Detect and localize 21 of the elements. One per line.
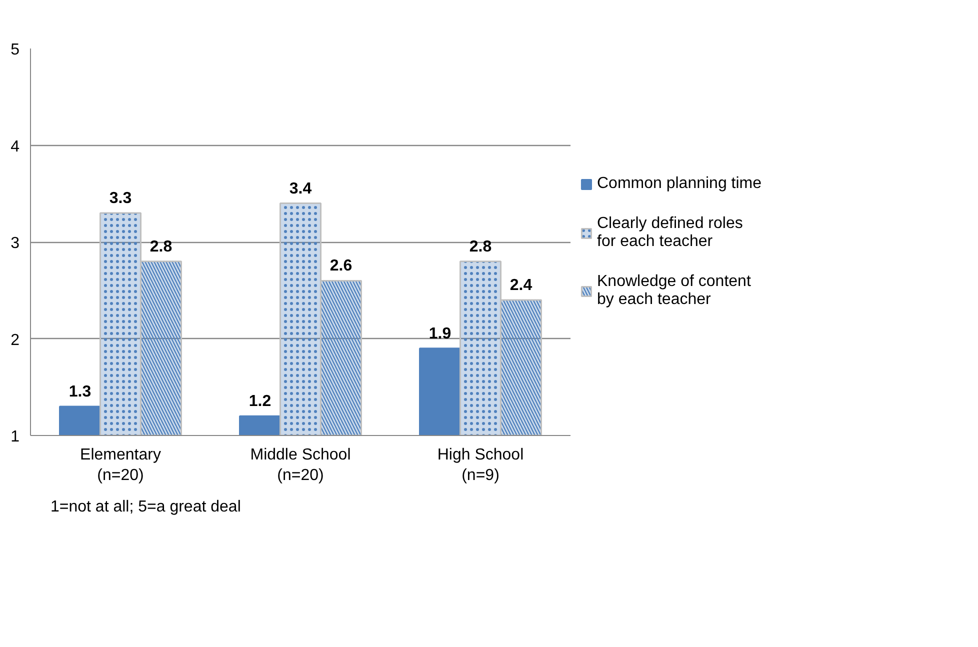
data-label: 1.3 bbox=[68, 383, 92, 400]
data-label: 3.3 bbox=[109, 190, 132, 207]
data-label: 2.6 bbox=[330, 258, 352, 275]
data-label: 3.4 bbox=[289, 180, 312, 198]
y-tick-label: 4 bbox=[10, 138, 20, 156]
x-tick-label: Middle School (n=20) bbox=[250, 446, 351, 484]
data-label: 2.8 bbox=[150, 238, 172, 256]
y-tick-label: 1 bbox=[10, 428, 20, 446]
data-label: 2.4 bbox=[510, 277, 532, 294]
y-tick-label: 2 bbox=[10, 332, 20, 349]
x-tick-label: Elementary (n=20) bbox=[80, 446, 161, 484]
data-label: 1.9 bbox=[428, 325, 452, 342]
text: 1=not at all; 5=a great deal bbox=[50, 498, 241, 516]
legend-label: Common planning time bbox=[597, 174, 762, 192]
data-label: 1.2 bbox=[248, 393, 272, 410]
y-tick-label: 3 bbox=[10, 235, 20, 252]
legend-label: Clearly defined roles for each teacher bbox=[597, 214, 743, 250]
y-tick-label: 5 bbox=[10, 42, 20, 58]
data-label: 2.8 bbox=[469, 238, 492, 256]
x-tick-label: High School (n=9) bbox=[437, 446, 524, 484]
legend-label: Knowledge of content by each teacher bbox=[597, 272, 751, 308]
